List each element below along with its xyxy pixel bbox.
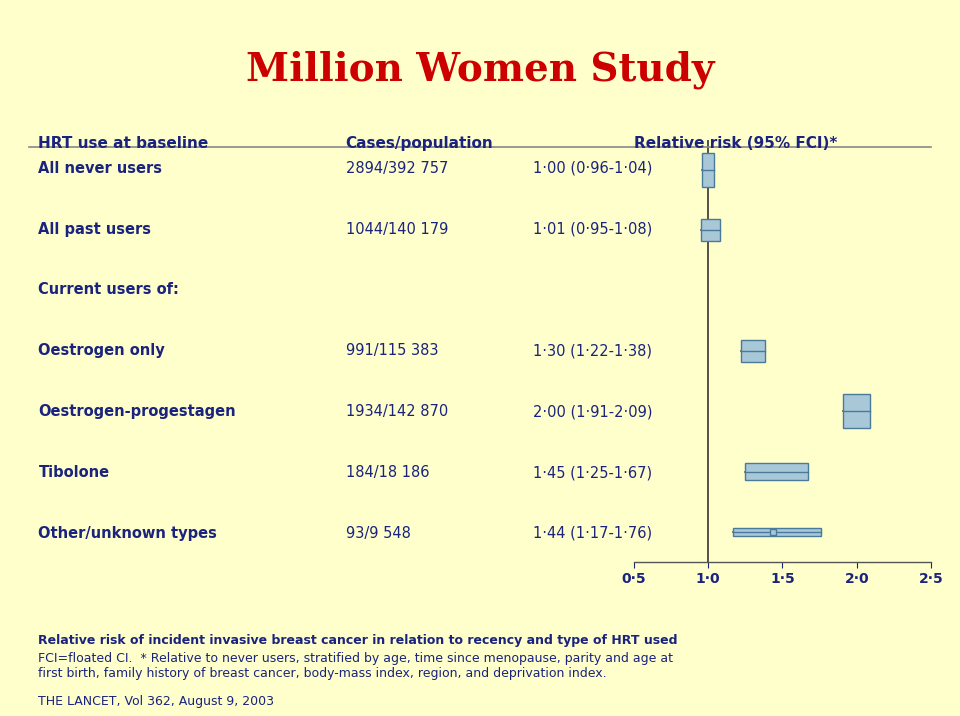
Text: HRT use at baseline: HRT use at baseline: [38, 136, 208, 151]
Text: 93/9 548: 93/9 548: [346, 526, 411, 541]
Text: 1·30 (1·22-1·38): 1·30 (1·22-1·38): [533, 344, 652, 358]
Text: THE LANCET, Vol 362, August 9, 2003: THE LANCET, Vol 362, August 9, 2003: [38, 695, 275, 707]
Text: Tibolone: Tibolone: [38, 465, 109, 480]
Text: Current users of:: Current users of:: [38, 283, 180, 297]
Bar: [702, 153, 714, 187]
Text: Oestrogen only: Oestrogen only: [38, 344, 165, 358]
Text: Cases/population: Cases/population: [346, 136, 493, 151]
Text: All never users: All never users: [38, 161, 162, 175]
Text: 2894/392 757: 2894/392 757: [346, 161, 448, 175]
Text: 1·44 (1·17-1·76): 1·44 (1·17-1·76): [533, 526, 652, 541]
Text: 1934/142 870: 1934/142 870: [346, 405, 448, 419]
Text: 1·00 (0·96-1·04): 1·00 (0·96-1·04): [533, 161, 652, 175]
Bar: [733, 528, 821, 536]
Bar: [741, 340, 764, 362]
Text: All past users: All past users: [38, 222, 152, 236]
Text: Relative risk (95% FCI)*: Relative risk (95% FCI)*: [634, 136, 837, 151]
Text: 1·45 (1·25-1·67): 1·45 (1·25-1·67): [533, 465, 652, 480]
Text: first birth, family history of breast cancer, body-mass index, region, and depri: first birth, family history of breast ca…: [38, 667, 607, 680]
Bar: [844, 395, 870, 428]
Text: 1·01 (0·95-1·08): 1·01 (0·95-1·08): [533, 222, 652, 236]
Bar: [745, 463, 807, 480]
Text: 1044/140 179: 1044/140 179: [346, 222, 448, 236]
Text: 184/18 186: 184/18 186: [346, 465, 429, 480]
Text: Other/unknown types: Other/unknown types: [38, 526, 217, 541]
Text: FCI=floated CI.  * Relative to never users, stratified by age, time since menopa: FCI=floated CI. * Relative to never user…: [38, 652, 673, 664]
Text: Relative risk of incident invasive breast cancer in relation to recency and type: Relative risk of incident invasive breas…: [38, 634, 678, 647]
Bar: [701, 219, 720, 241]
Text: Oestrogen-progestagen: Oestrogen-progestagen: [38, 405, 236, 419]
Text: 991/115 383: 991/115 383: [346, 344, 438, 358]
Text: 2·00 (1·91-2·09): 2·00 (1·91-2·09): [533, 405, 652, 419]
Text: Million Women Study: Million Women Study: [246, 50, 714, 89]
